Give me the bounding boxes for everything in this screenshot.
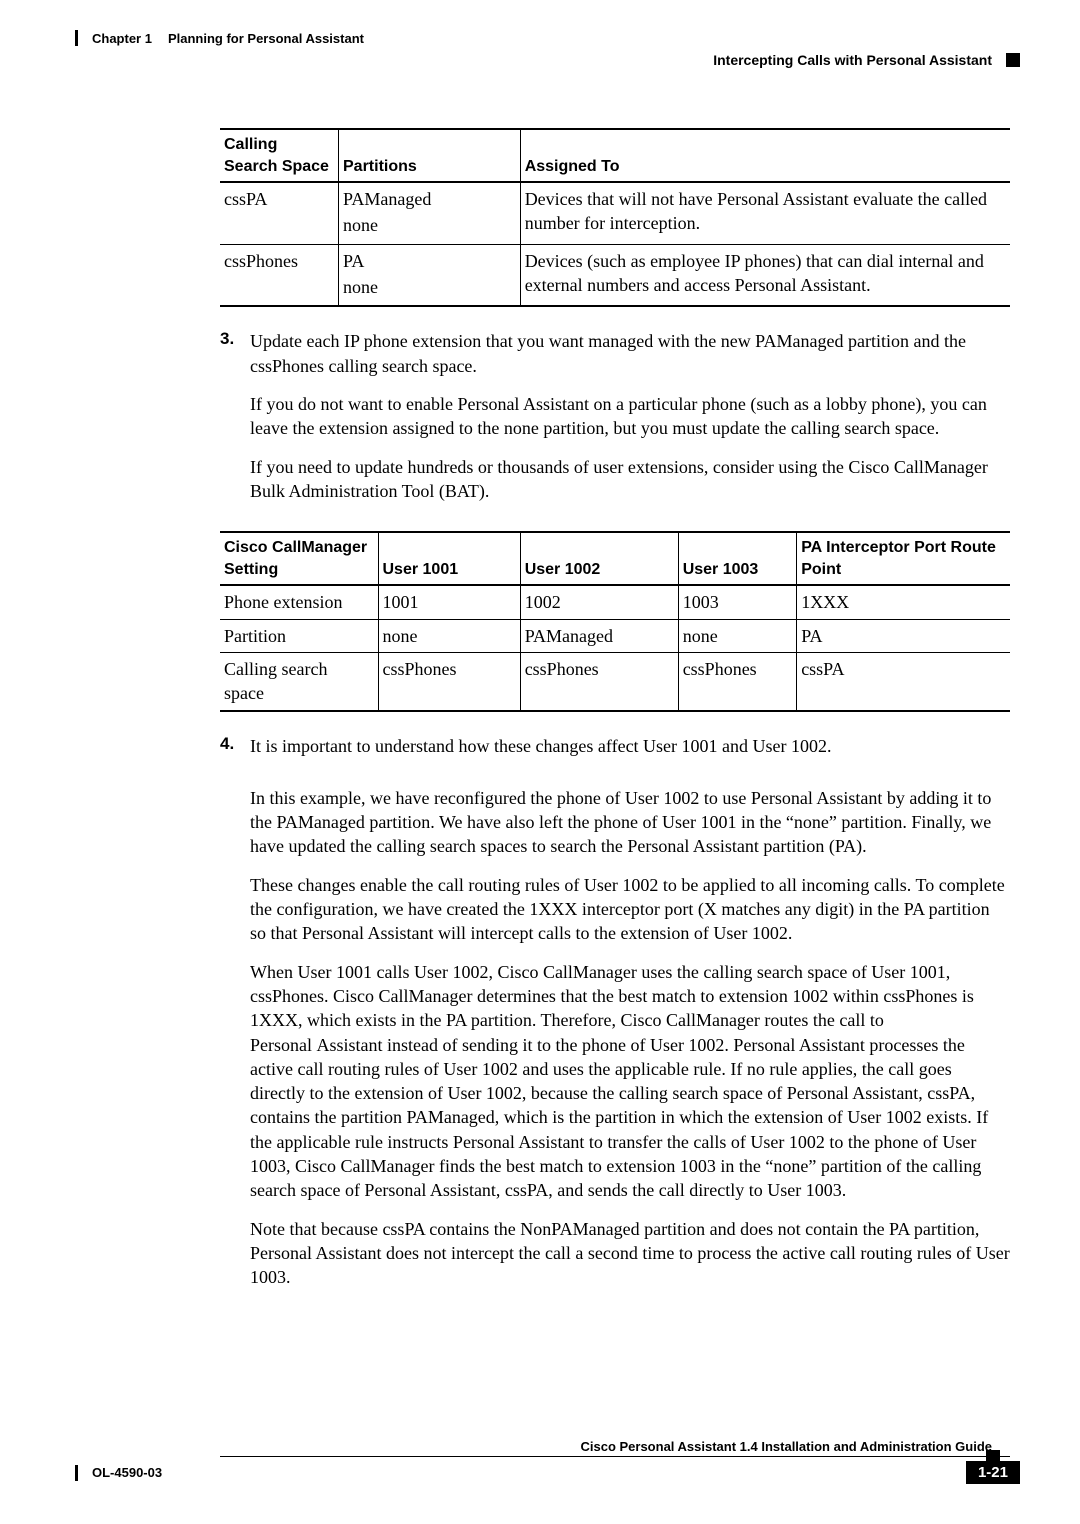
- footer-bar-icon: [75, 1465, 78, 1481]
- partition-value: PAManaged: [343, 187, 512, 211]
- partitions-cell: PA none: [339, 244, 521, 306]
- page-header: Chapter 1 Planning for Personal Assistan…: [75, 30, 1020, 46]
- footer-doc-id: OL-4590-03: [92, 1465, 162, 1480]
- table-header: Cisco CallManager Setting: [220, 532, 378, 585]
- value-cell: none: [678, 619, 797, 652]
- css-cell: cssPA: [220, 182, 339, 244]
- value-cell: 1XXX: [797, 585, 1010, 619]
- step-4-continuation: In this example, we have reconfigured th…: [220, 786, 1010, 1290]
- body-paragraph: When User 1001 calls User 1002, Cisco Ca…: [250, 960, 1010, 1203]
- step-number: 3.: [220, 329, 250, 517]
- table-header: PA Interceptor Port Route Point: [797, 532, 1010, 585]
- step-3: 3. Update each IP phone extension that y…: [220, 329, 1010, 517]
- footer-doc-title: Cisco Personal Assistant 1.4 Installatio…: [75, 1439, 992, 1454]
- value-cell: PA: [797, 619, 1010, 652]
- body-paragraph: It is important to understand how these …: [250, 734, 832, 758]
- table-row: Calling search space cssPhones cssPhones…: [220, 652, 1010, 710]
- footer-marker-icon: [986, 1450, 1000, 1464]
- body-paragraph: If you do not want to enable Personal As…: [250, 392, 1010, 441]
- section-title: Intercepting Calls with Personal Assista…: [713, 52, 992, 68]
- step-number: 4.: [220, 734, 250, 772]
- value-cell: 1002: [520, 585, 678, 619]
- value-cell: 1003: [678, 585, 797, 619]
- header-bar-icon: [75, 30, 78, 46]
- partition-value: PA: [343, 249, 512, 273]
- setting-cell: Phone extension: [220, 585, 378, 619]
- chapter-title: Planning for Personal Assistant: [168, 31, 364, 46]
- table-header: Calling Search Space: [220, 129, 339, 182]
- value-cell: PAManaged: [520, 619, 678, 652]
- table-row: cssPA PAManaged none Devices that will n…: [220, 182, 1010, 244]
- body-paragraph: These changes enable the call routing ru…: [250, 873, 1010, 946]
- assigned-cell: Devices (such as employee IP phones) tha…: [520, 244, 1010, 306]
- css-cell: cssPhones: [220, 244, 339, 306]
- body-paragraph: If you need to update hundreds or thousa…: [250, 455, 1010, 504]
- setting-cell: Partition: [220, 619, 378, 652]
- table-header: Partitions: [339, 129, 521, 182]
- partition-value: none: [343, 213, 512, 237]
- table-header: User 1003: [678, 532, 797, 585]
- partition-value: none: [343, 275, 512, 299]
- section-marker-icon: [1006, 53, 1020, 67]
- assigned-cell: Devices that will not have Personal Assi…: [520, 182, 1010, 244]
- value-cell: cssPhones: [378, 652, 520, 710]
- body-paragraph: Update each IP phone extension that you …: [250, 329, 1010, 378]
- page-number-badge: 1-21: [966, 1461, 1020, 1484]
- page-footer: Cisco Personal Assistant 1.4 Installatio…: [75, 1439, 1020, 1484]
- calling-search-space-table: Calling Search Space Partitions Assigned…: [220, 128, 1010, 307]
- partitions-cell: PAManaged none: [339, 182, 521, 244]
- table-header: User 1001: [378, 532, 520, 585]
- body-paragraph: Note that because cssPA contains the Non…: [250, 1217, 1010, 1290]
- callmanager-settings-table: Cisco CallManager Setting User 1001 User…: [220, 531, 1010, 711]
- section-header: Intercepting Calls with Personal Assista…: [75, 52, 1020, 68]
- step-4: 4. It is important to understand how the…: [220, 734, 1010, 772]
- table-row: cssPhones PA none Devices (such as emplo…: [220, 244, 1010, 306]
- table-row: Partition none PAManaged none PA: [220, 619, 1010, 652]
- value-cell: cssPhones: [678, 652, 797, 710]
- value-cell: 1001: [378, 585, 520, 619]
- value-cell: cssPhones: [520, 652, 678, 710]
- setting-cell: Calling search space: [220, 652, 378, 710]
- chapter-label: Chapter 1: [92, 31, 152, 46]
- value-cell: cssPA: [797, 652, 1010, 710]
- table-row: Phone extension 1001 1002 1003 1XXX: [220, 585, 1010, 619]
- value-cell: none: [378, 619, 520, 652]
- body-paragraph: In this example, we have reconfigured th…: [250, 786, 1010, 859]
- table-header: Assigned To: [520, 129, 1010, 182]
- table-header: User 1002: [520, 532, 678, 585]
